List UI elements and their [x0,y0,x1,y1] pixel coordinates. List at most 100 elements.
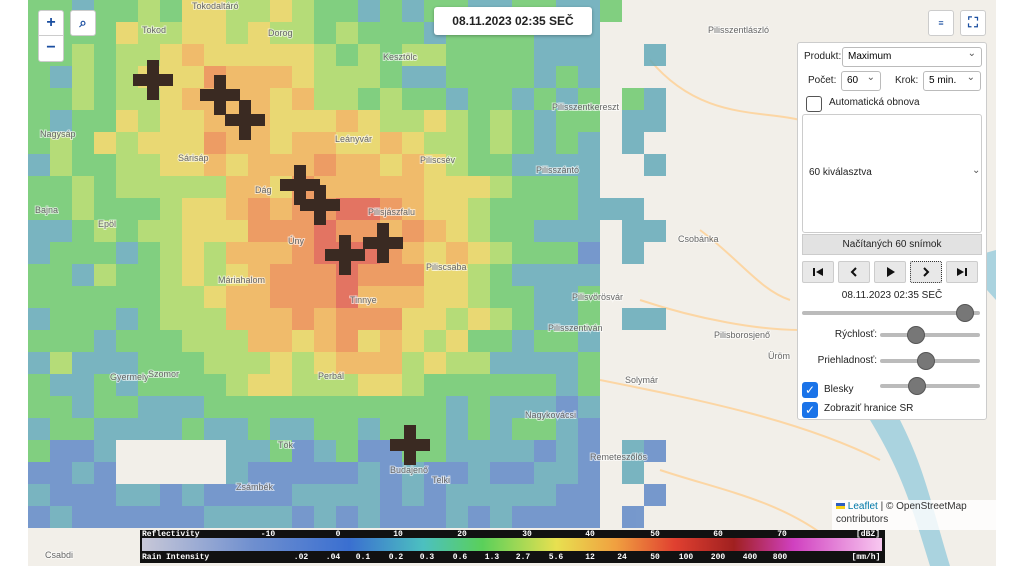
radar-cell [160,286,182,308]
frame-slider[interactable] [802,311,980,315]
radar-cell [50,396,72,418]
speed-slider[interactable] [880,333,980,337]
radar-cell [270,308,292,330]
radar-cell [534,440,556,462]
radar-cell [402,22,424,44]
reflectivity-tick: -10 [261,530,276,539]
radar-cell [248,286,270,308]
radar-cell [424,242,446,264]
radar-cell [182,506,204,528]
radar-cell [94,484,116,506]
radar-cell [138,330,160,352]
first-button[interactable] [802,261,834,283]
count-select[interactable]: 60 [841,71,881,91]
radar-cell [248,264,270,286]
lightning-checkbox[interactable]: ✓ [802,382,818,398]
attribution: Leaflet | © OpenStreetMap contributors [832,500,996,530]
leaflet-link[interactable]: Leaflet [847,501,878,512]
lightning-cross [280,165,320,205]
place-label: Nagysáp [40,129,76,139]
place-label: Pilisszentkereszt [552,102,620,112]
radar-cell [94,220,116,242]
radar-cell [226,484,248,506]
radar-cell [270,0,292,22]
radar-cell [402,308,424,330]
fullscreen-button[interactable]: ⛶ [960,10,986,36]
radar-cell [490,264,512,286]
radar-cell [72,506,94,528]
radar-cell [72,132,94,154]
radar-cell [358,308,380,330]
place-label: Tök [278,440,294,450]
radar-cell [160,88,182,110]
play-button[interactable] [874,261,906,283]
radar-cell [556,242,578,264]
radar-cell [292,220,314,242]
radar-cell [358,418,380,440]
speed-slider-knob[interactable] [907,326,925,344]
zoom-out[interactable]: − [39,35,63,60]
product-select[interactable]: Maximum [842,47,982,67]
opacity-slider-knob[interactable] [917,352,935,370]
radar-cell [644,440,666,462]
rain-tick: .02 [294,553,309,562]
prev-button[interactable] [838,261,870,283]
legend-text: Reflectivity Rain Intensity [dBZ] [mm/h]… [142,530,880,562]
radar-cell [380,132,402,154]
radar-cell [160,220,182,242]
zoom-in[interactable]: + [46,14,56,31]
radar-cell [160,110,182,132]
radar-cell [534,462,556,484]
place-label: Csabdi [45,550,73,560]
radar-cell [204,286,226,308]
radar-cell [292,110,314,132]
radar-cell [556,484,578,506]
radar-cell [204,110,226,132]
radar-cell [226,44,248,66]
rain-tick: 24 [617,553,627,562]
reflectivity-tick: 10 [393,530,403,539]
menu-button[interactable]: ≡ [928,10,954,36]
radar-cell [292,440,314,462]
radar-cell [358,484,380,506]
radar-cell [424,462,446,484]
radar-cell [182,242,204,264]
radar-cell [116,264,138,286]
lightning-slider[interactable] [880,384,980,388]
radar-cell [160,352,182,374]
radar-cell [490,154,512,176]
radar-cell [116,352,138,374]
radar-cell [248,506,270,528]
step-select[interactable]: 5 min. [923,71,981,91]
radar-cell [270,418,292,440]
radar-cell [160,484,182,506]
lightning-slider-knob[interactable] [908,377,926,395]
borders-checkbox[interactable]: ✓ [802,402,818,418]
next-button[interactable] [910,261,942,283]
radar-cell [226,308,248,330]
radar-cell [182,396,204,418]
radar-cell [556,176,578,198]
timestamp: 08.11.2023 02:35 SEČ [434,7,592,35]
place-label: Sárisáp [178,153,209,163]
legend-unit: [dBZ] [856,530,880,539]
radar-cell [314,418,336,440]
radar-cell [534,242,556,264]
search-button[interactable]: ⌕ [70,10,96,36]
radar-cell [50,462,72,484]
radar-cell [248,66,270,88]
radar-cell [314,506,336,528]
loaded-button[interactable]: Načítaných 60 snímok [802,234,982,255]
frame-slider-knob[interactable] [956,304,974,322]
frame-list[interactable] [802,114,982,233]
radar-cell [424,154,446,176]
radar-cell [402,132,424,154]
auto-refresh-checkbox[interactable] [806,96,822,112]
radar-cell [402,0,424,22]
radar-cell [358,374,380,396]
last-button[interactable] [946,261,978,283]
radar-cell [490,66,512,88]
radar-cell [446,242,468,264]
radar-cell [160,242,182,264]
radar-cell [622,220,644,242]
